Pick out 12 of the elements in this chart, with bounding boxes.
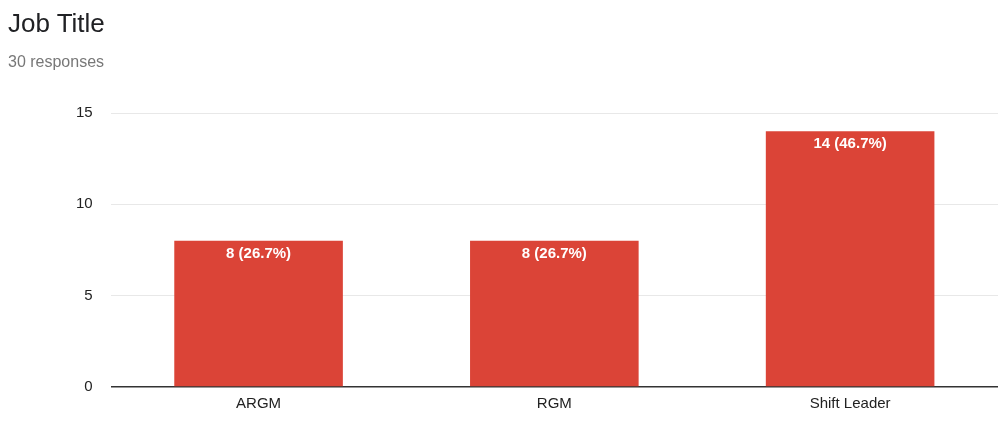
y-tick-label: 10	[76, 194, 93, 212]
chart-subtitle: 30 responses	[8, 53, 106, 71]
y-tick-label: 0	[84, 377, 93, 395]
data-label: 14 (46.7%)	[813, 133, 887, 151]
y-tick-label: 15	[76, 103, 93, 121]
x-tick-label: Shift Leader	[809, 394, 891, 412]
y-tick-label: 5	[84, 285, 93, 303]
x-tick-label: ARGM	[236, 394, 282, 412]
data-label: 8 (26.7%)	[226, 243, 292, 261]
x-tick-label: RGM	[536, 394, 572, 412]
data-label: 8 (26.7%)	[521, 243, 587, 261]
chart-title: Job Title	[8, 8, 106, 39]
